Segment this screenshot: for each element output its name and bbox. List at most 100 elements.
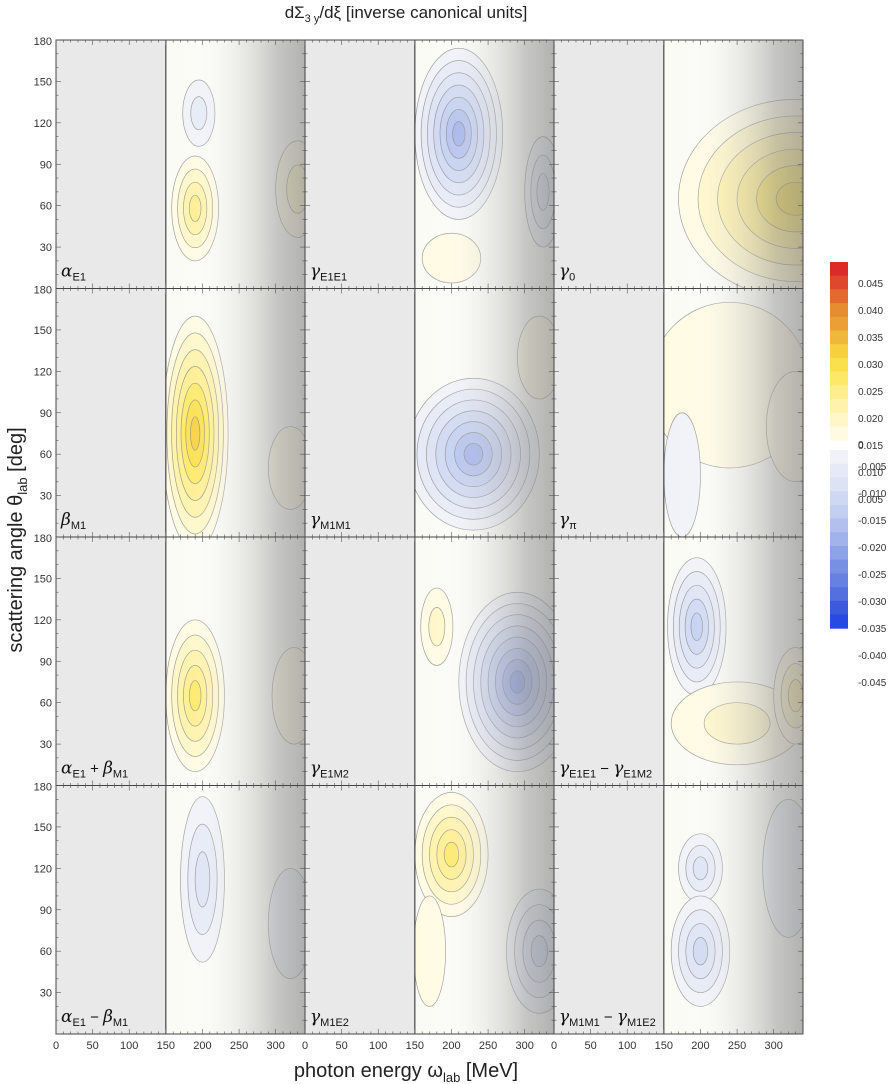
colorbar-cell-negative [830, 477, 848, 492]
panel-12: 0 50 100 150 200 250 300 γM1M1 − γM1E2 [551, 785, 804, 1052]
x-tick-label: 150 [406, 1040, 424, 1052]
panel-unphysical-region [554, 537, 664, 786]
x-tick-label: 150 [157, 1040, 175, 1052]
xlabel-sub: lab [443, 1070, 460, 1084]
y-tick-label: 150 [34, 325, 52, 337]
panel-unphysical-region [305, 40, 415, 289]
colorbar-cell-positive [830, 262, 848, 277]
colorbar-cell-negative [830, 504, 848, 520]
y-tick-label: 30 [40, 242, 52, 254]
panel-label: αE1 + βM1 [61, 759, 128, 781]
colorbar-tick-label: 0.040 [858, 306, 883, 317]
x-tick-label: 100 [369, 1040, 387, 1052]
colorbar-cell-positive [830, 344, 848, 359]
panel-label: βM1 [60, 510, 86, 532]
panel-10: 30 60 90 120 150 180 0 50 100 150 200 250 300 αE1 − β… [34, 782, 306, 1052]
x-tick-label: 300 [267, 1040, 285, 1052]
y-axis-label: scattering angle θlab [deg] [5, 427, 30, 652]
colorbar-cell-positive [830, 399, 848, 414]
y-tick-label: 30 [40, 739, 52, 751]
panel-4: 30 60 90 120 150 180 βM1 [34, 285, 306, 538]
panel-label: γM1M1 − γM1E2 [559, 1007, 656, 1029]
colorbar-cell-positive [830, 289, 848, 304]
colorbar-cell-negative [830, 546, 848, 561]
panel-unphysical-region [305, 785, 415, 1034]
y-tick-label: 180 [34, 782, 52, 794]
y-tick-label: 150 [34, 573, 52, 585]
colorbar-cell-positive [830, 385, 848, 400]
y-tick-label: 120 [34, 615, 52, 627]
colorbar-cell-negative [830, 450, 848, 465]
panel-label: γE1E1 [310, 262, 347, 284]
panel-unphysical-region [56, 288, 166, 537]
panel-shade-band [663, 288, 803, 537]
y-tick-label: 180 [34, 533, 52, 545]
panel-6: γπ [553, 288, 804, 538]
panel-unphysical-region [305, 288, 415, 537]
title-main: dΣ [285, 3, 305, 22]
colorbar-cell-negative [830, 614, 848, 629]
colorbar-tick-label: 0.030 [858, 360, 883, 371]
colorbar-cell-positive [830, 371, 848, 386]
colorbar-cell-positive [830, 275, 848, 290]
title-rest: /dξ [inverse canonical units] [319, 3, 527, 22]
panel-shade-band [663, 40, 803, 289]
y-tick-label: 150 [34, 76, 52, 88]
colorbar-cell-positive [830, 303, 848, 318]
colorbar-cell-negative [830, 518, 848, 533]
y-tick-label: 30 [40, 491, 52, 503]
y-tick-label: 120 [34, 366, 52, 378]
y-tick-label: 60 [40, 946, 52, 958]
x-tick-label: 200 [442, 1040, 460, 1052]
y-tick-label: 120 [34, 863, 52, 875]
y-tick-label: 180 [34, 36, 52, 48]
x-tick-label: 200 [691, 1040, 709, 1052]
panel-9: γE1E1 − γE1M2 [553, 536, 804, 786]
panel-unphysical-region [56, 40, 166, 289]
ylabel-rest: [deg] [5, 427, 27, 477]
colorbar-cell-positive [830, 426, 848, 441]
panel-shade-band [414, 40, 554, 289]
panel-unphysical-region [305, 537, 415, 786]
x-tick-label: 100 [120, 1040, 138, 1052]
colorbar: 0.045 0.040 0.035 0.030 0.025 0.020 0.015 0.010… [830, 262, 887, 689]
x-tick-label: 150 [655, 1040, 673, 1052]
panel-11: 0 50 100 150 200 250 300 γM1E2 [302, 785, 555, 1052]
colorbar-tick-label: -0.010 [858, 489, 887, 500]
panel-label: γM1M1 [310, 510, 351, 532]
colorbar-cell-negative [830, 491, 848, 506]
y-tick-label: 90 [40, 905, 52, 917]
y-tick-label: 30 [40, 988, 52, 1000]
panel-shade-band [165, 537, 305, 786]
panel-unphysical-region [56, 785, 166, 1034]
y-tick-label: 90 [40, 408, 52, 420]
x-tick-label: 250 [230, 1040, 248, 1052]
colorbar-cell-negative [830, 600, 848, 615]
colorbar-cell-negative [830, 532, 848, 547]
colorbar-tick-label: 0.020 [858, 414, 883, 425]
x-tick-label: 0 [551, 1040, 557, 1052]
panels-group: 30 60 90 120 150 180 αE1 γE1E1 γ0 30 60 90 120 150 180… [34, 36, 804, 1052]
panel-shade-band [165, 288, 305, 537]
colorbar-cell-negative [830, 573, 848, 588]
ylabel-main: scattering angle θ [5, 495, 27, 653]
colorbar-cell-negative [830, 463, 848, 478]
panel-shade-band [414, 785, 554, 1034]
x-tick-label: 300 [516, 1040, 534, 1052]
xlabel-main: photon energy ω [294, 1060, 443, 1082]
panel-3: γ0 [553, 39, 804, 289]
colorbar-tick-label: 0.025 [858, 387, 883, 398]
y-tick-label: 60 [40, 201, 52, 213]
colorbar-cell-negative [830, 587, 848, 602]
figure-title: dΣ3 y/dξ [inverse canonical units] [285, 3, 528, 25]
x-tick-label: 250 [479, 1040, 497, 1052]
x-tick-label: 0 [53, 1040, 59, 1052]
x-tick-label: 200 [193, 1040, 211, 1052]
colorbar-cell-positive [830, 316, 848, 331]
panel-label: γE1E1 − γE1M2 [559, 759, 652, 781]
panel-label: αE1 [61, 262, 86, 284]
colorbar-tick-label: 0.010 [858, 468, 883, 479]
colorbar-tick-label: 0.005 [858, 495, 883, 506]
colorbar-tick-label: 0.015 [858, 441, 883, 452]
